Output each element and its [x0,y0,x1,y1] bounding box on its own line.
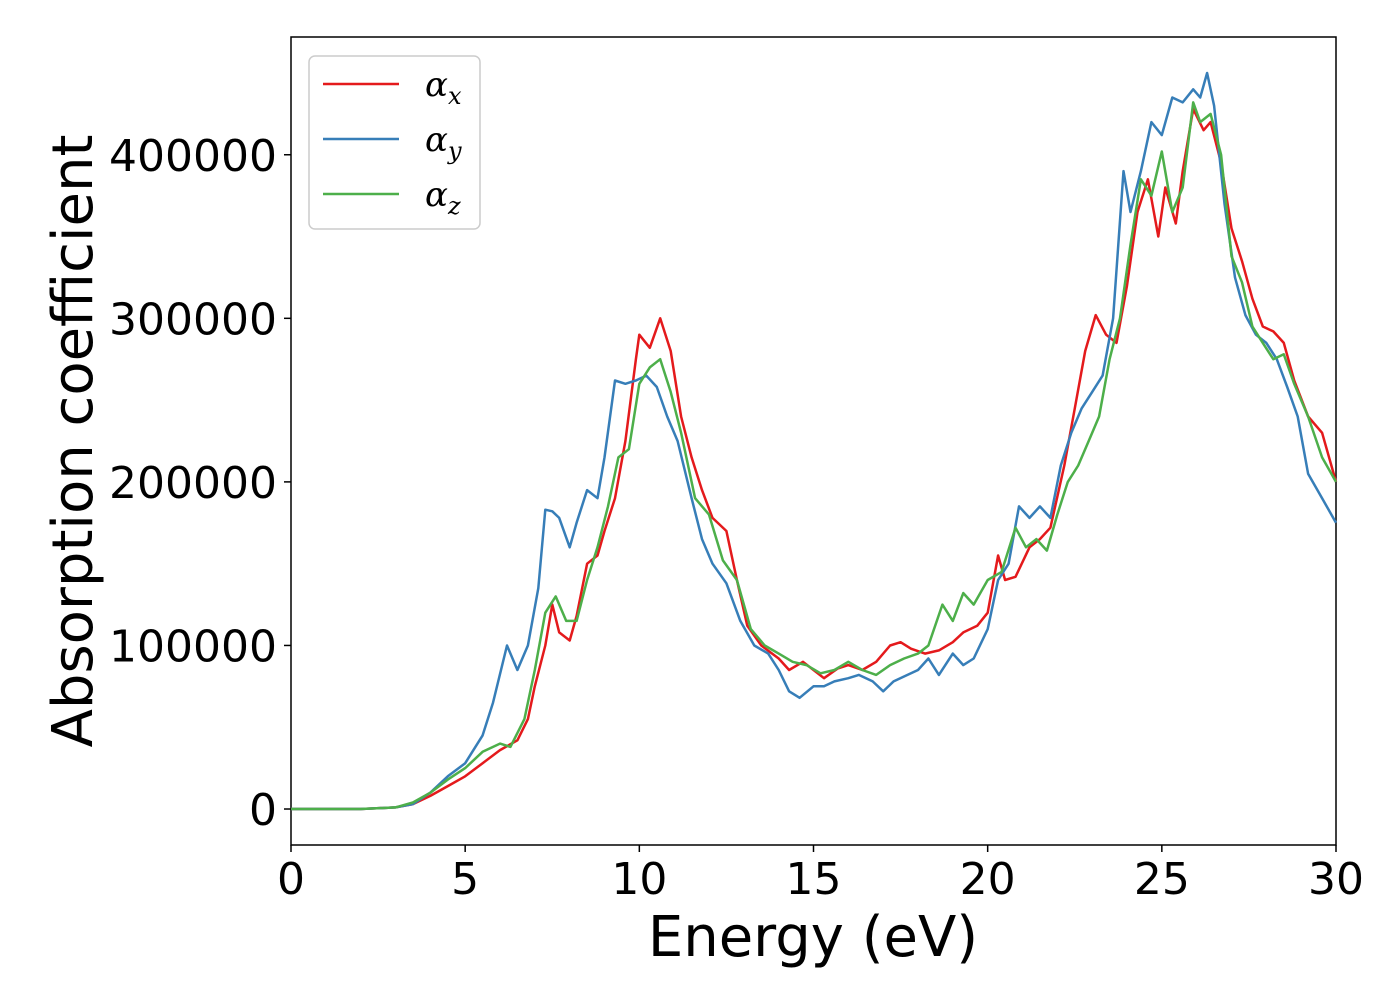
legend-frame [308,55,481,230]
x-tick-label: 20 [960,854,1016,905]
y-tick-label: 300000 [109,294,277,345]
x-tick-label: 30 [1308,854,1364,905]
x-tick-label: 25 [1134,854,1190,905]
x-tick-label: 15 [786,854,842,905]
series-line-y [291,71,1338,811]
y-axis-label: Absorption coefficient [41,135,106,748]
y-tick-label: 100000 [109,621,277,672]
y-tick-label: 200000 [109,458,277,509]
x-tick-label: 10 [611,854,667,905]
series-line-z [291,101,1338,811]
y-tick-label: 0 [249,785,277,836]
x-axis-label: Energy (eV) [648,905,978,970]
y-axis-ticks: 0 100000 200000 300000 400000 [109,131,291,836]
x-tick-label: 5 [451,854,479,905]
x-axis-ticks: 0 5 10 15 20 25 30 [277,845,1364,905]
y-tick-label: 400000 [109,131,277,182]
x-tick-label: 0 [277,854,305,905]
data-lines [291,71,1338,811]
